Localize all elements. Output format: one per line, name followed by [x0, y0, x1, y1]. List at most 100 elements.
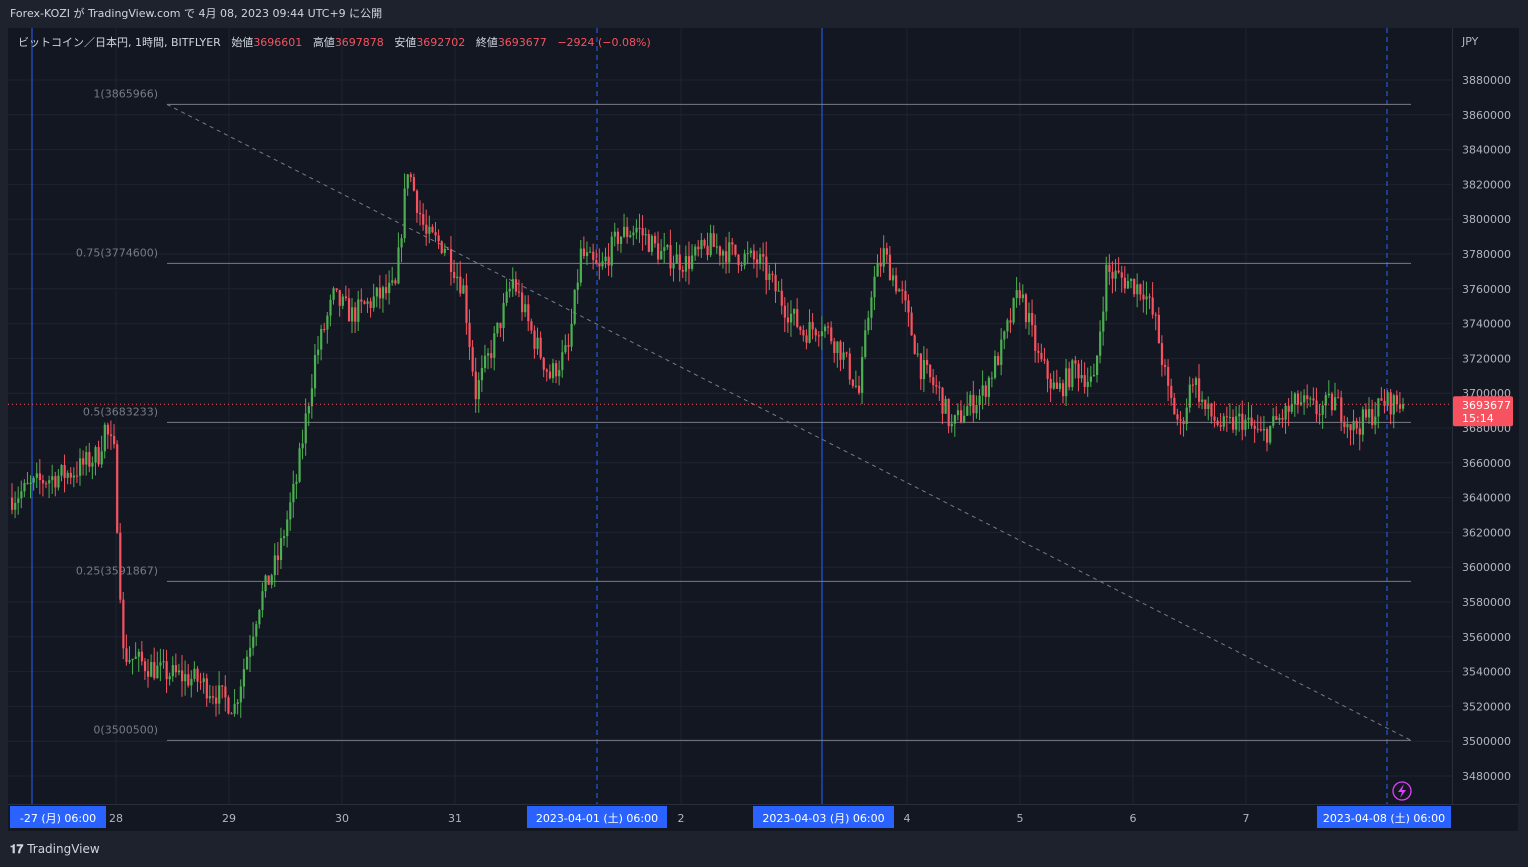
candle-body: [567, 345, 570, 347]
price-tick-label: 3580000: [1462, 596, 1511, 609]
candle-body: [440, 241, 443, 254]
price-tick-label: 3500000: [1462, 735, 1511, 748]
candle-body: [697, 246, 700, 250]
candle-body: [570, 323, 573, 347]
candle-body: [307, 406, 310, 414]
time-tick-label: 6: [1130, 812, 1137, 825]
candle-body: [762, 254, 765, 257]
candle-body: [1330, 393, 1334, 411]
candle-body: [650, 235, 654, 252]
candle-body: [1333, 397, 1337, 411]
candle-body: [32, 477, 35, 483]
candle-body: [709, 233, 712, 256]
candle-body: [1077, 363, 1080, 379]
candle-body: [511, 279, 514, 289]
candle-body: [1049, 378, 1052, 389]
ohlc-legend: ビットコイン／日本円, 1時間, BITFLYER 始値3696601 高値36…: [18, 34, 651, 50]
candle-body: [789, 313, 793, 323]
candle-body: [854, 385, 858, 387]
price-tick-label: 3640000: [1462, 492, 1511, 505]
candle-body: [660, 250, 663, 260]
candle-body: [508, 288, 511, 292]
candle-body: [125, 648, 128, 663]
tv-logo-icon: 𝟏𝟕: [10, 842, 24, 856]
price-tick-label: 3840000: [1462, 144, 1511, 157]
candle-body: [647, 234, 650, 252]
candle-body: [811, 322, 814, 330]
symbol-title[interactable]: ビットコイン／日本円, 1時間, BITFLYER: [18, 36, 221, 49]
candle-body: [1136, 284, 1139, 295]
price-tick-label: 3780000: [1462, 248, 1511, 261]
candle-body: [1219, 425, 1222, 427]
candle-body: [1021, 294, 1024, 299]
candle-body: [1117, 270, 1120, 273]
candle-body: [1129, 278, 1133, 281]
candle-body: [1272, 416, 1275, 426]
candle-body: [202, 678, 205, 682]
candle-body: [94, 447, 97, 463]
candle-body: [156, 665, 159, 679]
candle-body: [177, 670, 181, 673]
candle-body: [443, 248, 446, 254]
tradingview-logo[interactable]: 𝟏𝟕 TradingView: [10, 842, 100, 857]
candle-body: [20, 491, 23, 499]
candle-body: [830, 327, 833, 342]
candle-body: [419, 212, 422, 215]
chart-panel[interactable]: [8, 28, 1452, 831]
candle-body: [548, 371, 552, 379]
close-label: 終値: [475, 36, 498, 49]
candle-body: [1095, 355, 1099, 376]
candle-body: [131, 658, 134, 661]
candle-body: [320, 328, 323, 350]
candle-body: [663, 247, 666, 251]
candle-body: [1068, 368, 1071, 388]
candle-body: [734, 244, 737, 255]
candle-body: [1284, 405, 1287, 420]
candle-body: [270, 575, 273, 585]
close-value: 3693677: [497, 36, 547, 49]
highlighted-time-box: [753, 806, 894, 828]
candle-body: [953, 415, 956, 424]
candle-body: [1383, 400, 1386, 406]
candle-body: [619, 236, 623, 244]
candle-body: [60, 465, 63, 476]
candle-body: [29, 482, 32, 484]
candle-body: [45, 483, 48, 485]
candle-body: [1343, 421, 1346, 428]
candle-body: [864, 330, 867, 357]
change-value: −2924 (−0.08%): [557, 36, 651, 49]
candle-body: [737, 254, 740, 266]
time-tick-label: 2: [678, 812, 685, 825]
candle-body: [589, 251, 592, 253]
candle-body: [366, 301, 369, 304]
candle-body: [827, 326, 830, 328]
candle-body: [530, 321, 533, 331]
candle-body: [839, 341, 842, 360]
candle-body: [1194, 378, 1198, 385]
candle-body: [576, 282, 579, 290]
candle-body: [1197, 378, 1201, 402]
candle-body: [1392, 395, 1395, 415]
candle-body: [888, 254, 892, 281]
candle-body: [1367, 409, 1371, 418]
candle-body: [721, 251, 725, 256]
candle-body: [749, 250, 752, 254]
candle-body: [1040, 352, 1043, 360]
candle-body: [1377, 398, 1380, 417]
candle-body: [14, 502, 17, 510]
candle-body: [632, 232, 635, 236]
candle-body: [283, 536, 286, 539]
candle-body: [208, 696, 212, 699]
candle-body: [1031, 312, 1034, 326]
candle-body: [153, 662, 156, 679]
candle-body: [1346, 424, 1349, 428]
candle-body: [687, 256, 691, 269]
candle-body: [11, 497, 14, 510]
price-tick-label: 3720000: [1462, 352, 1511, 365]
candle-body: [245, 656, 249, 670]
candle-body: [264, 575, 267, 592]
candle-body: [675, 254, 678, 264]
candle-body: [545, 369, 548, 372]
candle-body: [75, 475, 79, 477]
